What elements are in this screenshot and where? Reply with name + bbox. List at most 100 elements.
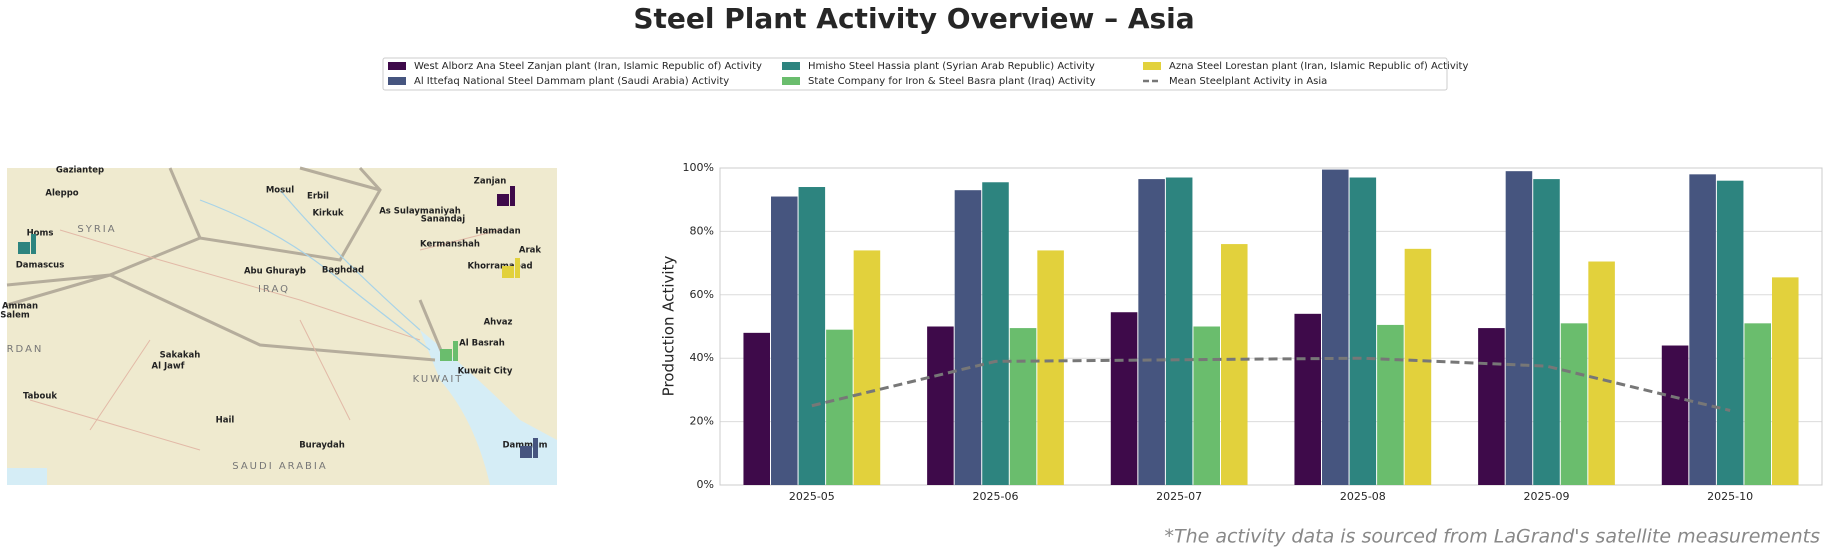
bar bbox=[1138, 179, 1165, 485]
x-tick-label: 2025-10 bbox=[1707, 490, 1753, 503]
map-label: Ahvaz bbox=[484, 318, 513, 328]
bar bbox=[1404, 248, 1432, 485]
map-road bbox=[29, 229, 501, 451]
bar bbox=[1377, 324, 1404, 485]
bar bbox=[1165, 177, 1193, 485]
bar bbox=[1716, 180, 1744, 485]
y-tick-label: 0% bbox=[697, 478, 714, 491]
x-tick-label: 2025-05 bbox=[789, 490, 835, 503]
bar bbox=[954, 190, 982, 485]
map-label: Salem bbox=[0, 311, 30, 321]
map-label: Kermanshah bbox=[420, 240, 480, 250]
bar bbox=[798, 187, 826, 485]
legend-swatch bbox=[782, 77, 800, 85]
map-label: Hail bbox=[216, 416, 235, 426]
map-label: Tabouk bbox=[23, 392, 57, 402]
bar bbox=[1478, 328, 1505, 485]
legend-swatch bbox=[388, 77, 406, 85]
x-tick-label: 2025-08 bbox=[1340, 490, 1386, 503]
map-label: SYRIA bbox=[77, 224, 116, 235]
plot-frame bbox=[719, 167, 1823, 486]
legend bbox=[382, 57, 1448, 91]
bar bbox=[1349, 177, 1377, 485]
map-label: Kirkuk bbox=[312, 209, 343, 219]
bar bbox=[1110, 312, 1138, 485]
bar bbox=[771, 196, 798, 485]
plant-icon bbox=[533, 438, 538, 458]
bar bbox=[1744, 323, 1771, 485]
map-label: Homs bbox=[27, 229, 54, 239]
bar bbox=[1294, 313, 1322, 485]
bar bbox=[1689, 174, 1716, 485]
legend-label: State Company for Iron & Steel Basra pla… bbox=[808, 76, 1096, 87]
plant-icon bbox=[440, 349, 452, 361]
map-river bbox=[199, 189, 431, 351]
y-tick-label: 20% bbox=[690, 415, 714, 428]
map-label: Abu Ghurayb bbox=[244, 267, 306, 277]
plant-icon bbox=[510, 186, 515, 206]
bar bbox=[927, 326, 954, 485]
bar bbox=[853, 250, 881, 485]
map-label: Al Basrah bbox=[459, 339, 505, 349]
map-water bbox=[7, 468, 47, 485]
bar bbox=[1771, 277, 1799, 485]
map-label: Hamadan bbox=[475, 227, 520, 237]
legend-label: Al Ittefaq National Steel Dammam plant (… bbox=[414, 76, 729, 87]
map-label: Khorramabad bbox=[467, 262, 532, 272]
legend-swatch bbox=[782, 62, 800, 70]
footnote: *The activity data is sourced from LaGra… bbox=[1164, 526, 1820, 548]
map-label: Sakakah bbox=[160, 351, 201, 361]
plant-icon bbox=[453, 341, 458, 361]
map-label: Gaziantep bbox=[56, 166, 104, 176]
map-label: Al Jawf bbox=[152, 362, 185, 372]
y-tick-label: 40% bbox=[690, 351, 714, 364]
plant-icon bbox=[515, 258, 520, 278]
x-tick-label: 2025-09 bbox=[1524, 490, 1570, 503]
map-label: Zanjan bbox=[474, 177, 507, 187]
map-label: Kuwait City bbox=[458, 367, 513, 377]
map-label: Sanandaj bbox=[421, 215, 466, 225]
map-label: Damascus bbox=[16, 261, 65, 271]
y-axis-label: Production Activity bbox=[660, 256, 678, 397]
plant-icon bbox=[520, 446, 532, 458]
map-label: KUWAIT bbox=[413, 374, 464, 385]
plant-icon bbox=[18, 242, 30, 254]
map-label: Baghdad bbox=[322, 266, 364, 276]
map-label: Amman bbox=[2, 302, 38, 312]
map-label: IRAQ bbox=[258, 284, 290, 295]
map-label: As Sulaymaniyah bbox=[379, 207, 461, 217]
legend-swatch bbox=[1143, 62, 1161, 70]
map-label: Mosul bbox=[266, 186, 294, 196]
plant-icon bbox=[497, 194, 509, 206]
bar bbox=[743, 332, 771, 485]
y-tick-label: 100% bbox=[683, 161, 714, 174]
bar bbox=[826, 329, 853, 485]
legend-swatch bbox=[388, 62, 406, 70]
bar bbox=[1661, 345, 1689, 485]
bar bbox=[1588, 261, 1615, 485]
map-land bbox=[7, 168, 557, 485]
bar bbox=[1220, 244, 1248, 485]
bar bbox=[1037, 250, 1064, 485]
bar bbox=[1560, 323, 1588, 485]
y-tick-label: 60% bbox=[690, 288, 714, 301]
plant-icon bbox=[31, 234, 36, 254]
legend-label: West Alborz Ana Steel Zanjan plant (Iran… bbox=[414, 61, 762, 72]
bar bbox=[1009, 328, 1037, 485]
map-label: RDAN bbox=[7, 344, 44, 355]
bar bbox=[1193, 326, 1220, 485]
chart-title: Steel Plant Activity Overview – Asia bbox=[633, 2, 1194, 35]
bar bbox=[1505, 171, 1533, 486]
map-label: Aleppo bbox=[45, 189, 78, 199]
map-label: Dammam bbox=[502, 441, 547, 451]
y-tick-label: 80% bbox=[690, 224, 714, 237]
map-label: Arak bbox=[519, 246, 542, 256]
map-border bbox=[6, 166, 447, 362]
x-tick-label: 2025-07 bbox=[1156, 490, 1202, 503]
bar bbox=[982, 182, 1009, 485]
bar bbox=[1322, 169, 1349, 485]
x-tick-label: 2025-06 bbox=[973, 490, 1019, 503]
bar bbox=[1533, 179, 1560, 485]
plant-icon bbox=[502, 266, 514, 278]
